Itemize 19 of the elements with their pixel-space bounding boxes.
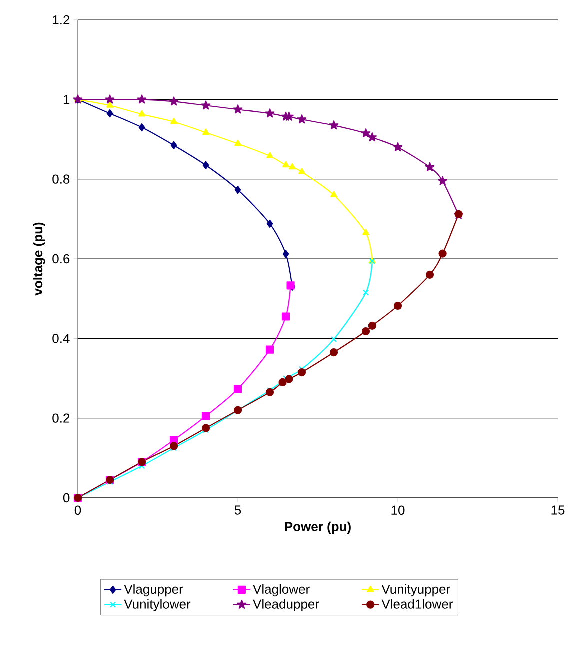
x-tick-label: 5 (234, 506, 242, 515)
y-tick-label: 0.4 (52, 334, 70, 344)
y-tick-label: 0.8 (52, 174, 70, 184)
y-tick-label: 0.6 (52, 254, 70, 264)
legend-label: Vleadupper (253, 599, 320, 612)
y-tick-label: 1 (64, 95, 70, 104)
legend-label: Vlead1lower (382, 599, 453, 609)
legend-label: Vlaglower (253, 584, 310, 597)
y-axis-title: voltage (pu) (33, 222, 46, 296)
legend-label: Vlagupper (124, 584, 184, 597)
y-tick-label: 1.2 (53, 15, 70, 25)
x-tick-label: 10 (392, 506, 405, 515)
legend-label: Vunitylower (124, 599, 191, 612)
x-tick-label: 0 (74, 506, 82, 515)
x-axis-title: Power (pu) (285, 522, 351, 534)
legend-label: Vunityupper (382, 584, 450, 597)
x-tick-label: 15 (552, 506, 565, 515)
y-tick-label: 0.2 (52, 414, 70, 423)
y-tick-label: 0 (63, 493, 70, 503)
